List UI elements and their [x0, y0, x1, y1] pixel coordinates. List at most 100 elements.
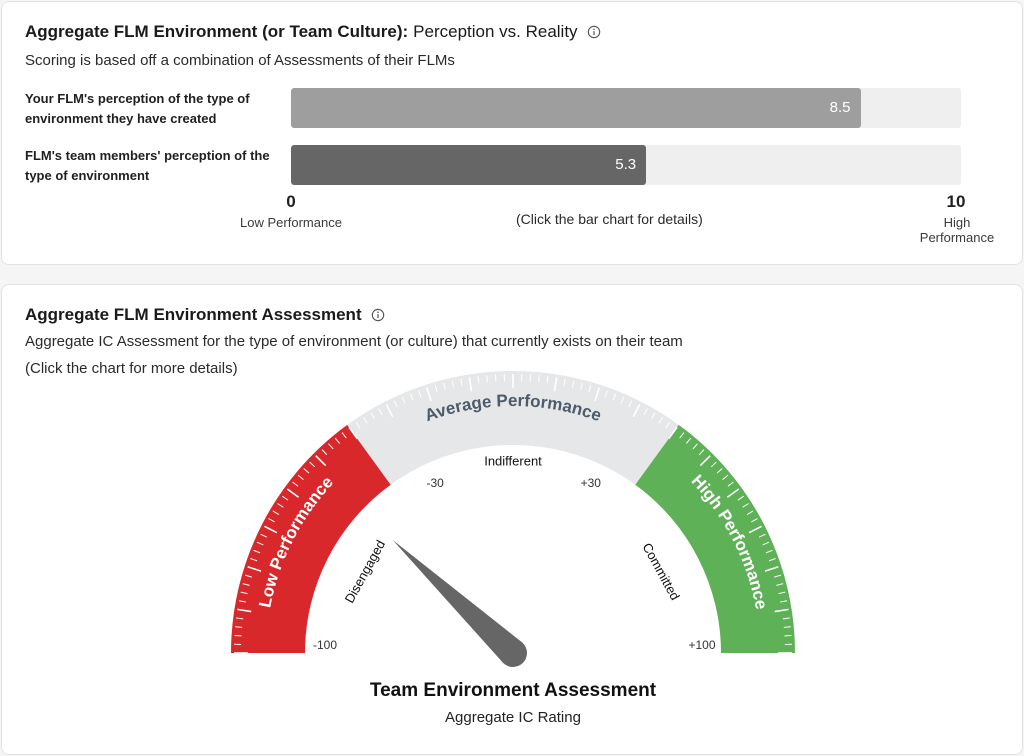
gauge-tick [334, 437, 341, 444]
gauge-tick [486, 375, 488, 383]
gauge-tick [780, 600, 788, 603]
gauge-tick [348, 426, 358, 440]
gauge-tick [538, 375, 540, 383]
gauge-tick [668, 426, 678, 440]
gauge-tick [604, 390, 608, 398]
gauge-tick [758, 533, 766, 538]
gauge-inner-label: Committed [639, 540, 682, 602]
gauge-tick [237, 608, 252, 613]
assessment-subtitle: Aggregate IC Assessment for the type of … [25, 333, 683, 350]
gauge-tick [315, 455, 327, 467]
bar-fill-team: 5.3 [291, 145, 647, 185]
gauge-tick-labels: -100 -30 +30 +100 [313, 476, 716, 652]
assessment-card: Aggregate FLM Environment Assessment Agg… [1, 284, 1023, 755]
gauge-tick [746, 510, 754, 515]
gauge-tick [710, 461, 717, 468]
bar-chart-hint: (Click the bar chart for details) [516, 211, 703, 227]
gauge-tick [250, 558, 258, 562]
gauge-tick [762, 541, 770, 546]
gauge-zone-0 [231, 424, 391, 653]
axis-max-value: 10 [946, 192, 966, 211]
gauge-tick [774, 574, 782, 578]
gauge-tick [765, 549, 773, 554]
gauge-needle [392, 540, 527, 667]
gauge-tick [620, 396, 625, 404]
gauge-zone-2 [635, 424, 795, 653]
gauge-tick [385, 404, 394, 418]
gauge-tick [665, 421, 671, 429]
gauge-tick [737, 495, 745, 501]
gauge-tick [783, 626, 791, 628]
gauge-tick-label: +100 [688, 638, 715, 652]
gauge-tick [297, 474, 304, 481]
gauge-tick [242, 583, 250, 586]
gauge-tick [451, 380, 455, 388]
gauge-tick [782, 617, 790, 620]
gauge-tick [443, 382, 446, 390]
gauge-tick [292, 481, 299, 487]
gauge-tick [393, 400, 398, 408]
gauge-tick [764, 566, 779, 572]
bar-team-perception[interactable]: 5.3 [291, 145, 961, 185]
gauge-tick [722, 474, 729, 481]
gauge-tick [588, 384, 592, 392]
gauge-tick [563, 378, 566, 386]
bar-fill-flm: 8.5 [291, 88, 861, 128]
gauge-tick [776, 583, 784, 586]
gauge-tick [235, 626, 243, 628]
gauge-tick [363, 417, 368, 424]
gauge-tick [716, 468, 723, 474]
gauge-needle-hub [499, 639, 527, 667]
gauge-inner-label: Indifferent [484, 453, 542, 468]
gauge-tick [303, 468, 310, 474]
gauge-tick [434, 384, 438, 392]
gauge-tick [658, 417, 663, 424]
bar-flm-perception[interactable]: 8.5 [291, 88, 961, 128]
gauge-tick [632, 404, 641, 418]
gauge-tick [247, 566, 262, 572]
gauge-tick [651, 412, 656, 420]
gauge-tick [281, 495, 289, 501]
axis-max-caption: High Performance [919, 215, 995, 245]
gauge-tick [679, 432, 685, 439]
gauge-tick [685, 437, 692, 444]
perception-title: Aggregate FLM Environment (or Team Cultu… [25, 22, 601, 42]
gauge-tick [580, 382, 583, 390]
gauge-tick [264, 525, 278, 534]
gauge-tick [401, 396, 406, 404]
gauge-tick [328, 443, 334, 450]
gauge-tick [643, 408, 648, 415]
gauge-tick [727, 481, 734, 487]
gauge-tick [698, 449, 705, 456]
bar-value-flm: 8.5 [829, 99, 851, 116]
perception-title-light: Perception vs. Reality [413, 22, 578, 41]
gauge-tick [477, 376, 480, 384]
bar-label-flm: Your FLM's perception of the type of env… [25, 91, 250, 126]
info-icon[interactable] [371, 308, 385, 322]
gauge-needle-pointer [392, 540, 523, 664]
gauge-tick [571, 380, 575, 388]
gauge-tick [409, 393, 414, 401]
gauge-zones [231, 371, 795, 653]
gauge-tick [751, 518, 758, 523]
axis-min-caption: Low Performance [240, 215, 342, 230]
gauge-tick [240, 591, 248, 595]
gauge-tick-label: +30 [581, 476, 602, 490]
bar-value-team: 5.3 [615, 156, 637, 173]
gauge-tick [236, 617, 244, 620]
gauge-tick [612, 393, 617, 401]
gauge-tick-label: -100 [313, 638, 337, 652]
perception-subtitle: Scoring is based off a combination of As… [25, 52, 455, 69]
gauge-tick [748, 525, 762, 534]
gauge-title: Team Environment Assessment [369, 680, 657, 701]
gauge-tick [628, 400, 633, 408]
info-icon[interactable] [587, 25, 601, 39]
gauge-tick [418, 390, 422, 398]
gauge-tick [321, 449, 328, 456]
axis-min-value: 0 [286, 192, 296, 211]
gauge-inner-label: Disengaged [342, 538, 389, 606]
gauge-tick [370, 412, 375, 420]
gauge-tick [286, 488, 300, 498]
gauge-tick [268, 518, 275, 523]
